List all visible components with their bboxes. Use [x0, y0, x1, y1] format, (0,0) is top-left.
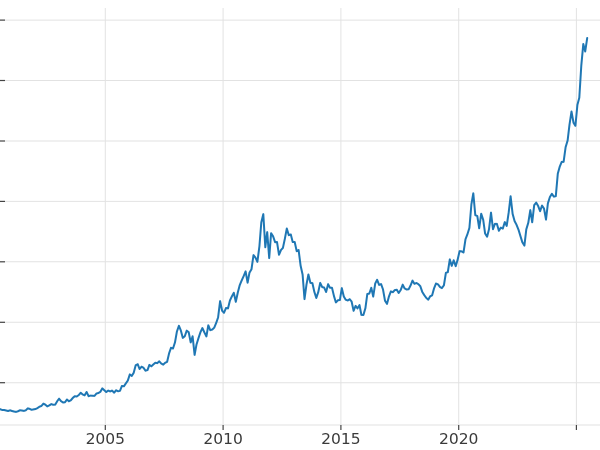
gridlines [0, 8, 600, 425]
x-tick-label-2015: 2015 [321, 430, 360, 448]
tick-marks [0, 19, 578, 430]
x-axis-tick-labels: 2005 2010 2015 2020 [86, 430, 479, 448]
price-line-series [0, 37, 589, 413]
x-tick-label-2005: 2005 [86, 430, 125, 448]
x-tick-label-2010: 2010 [203, 430, 242, 448]
x-tick-label-2020: 2020 [439, 430, 478, 448]
